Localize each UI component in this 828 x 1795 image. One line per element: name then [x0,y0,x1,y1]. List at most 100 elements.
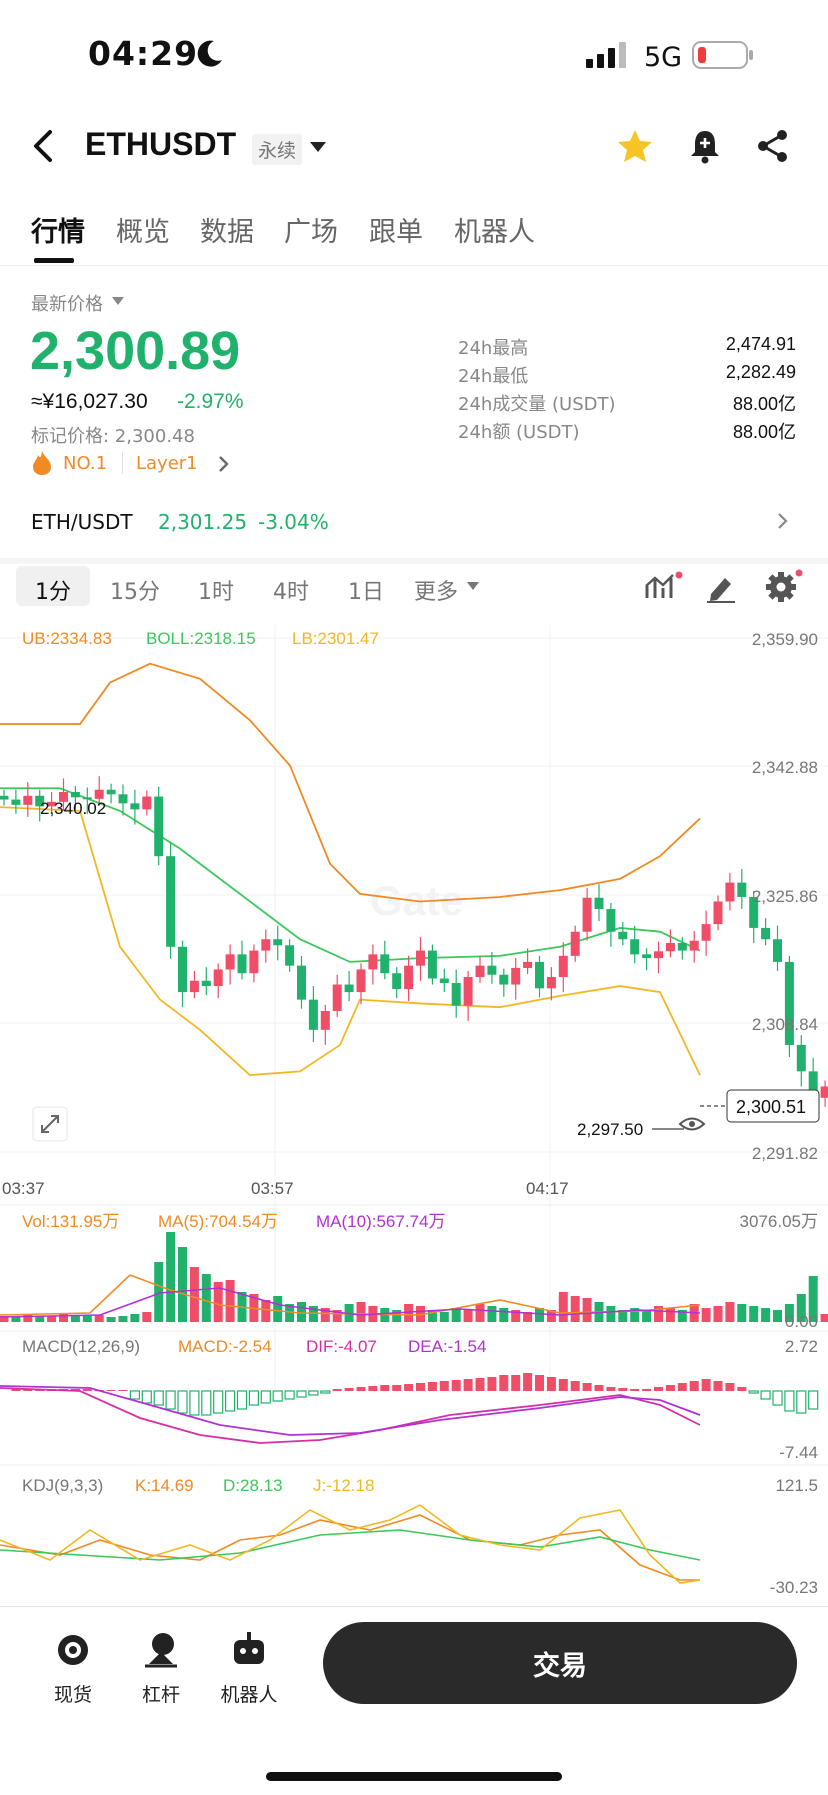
candle-body [237,954,247,974]
tab-copy-trading[interactable]: 跟单 [369,217,423,248]
trade-button[interactable]: 交易 [323,1622,797,1704]
candle-body [618,931,628,940]
volume-bar [332,1310,342,1322]
kdj-k-line [0,1514,700,1581]
macd-histogram [11,1373,819,1416]
volume-bar [82,1316,92,1322]
back-icon[interactable] [30,128,56,164]
timeframe-1d[interactable]: 1日 [348,580,384,605]
tab-data[interactable]: 数据 [200,217,254,248]
volume-bar [820,1314,828,1322]
last-price-label[interactable]: 最新价格 [31,294,103,315]
macd-bar [427,1382,437,1391]
timeframe-15m[interactable]: 15分 [110,580,160,605]
candle-body [201,980,211,987]
volume-bar [725,1302,735,1322]
tab-square[interactable]: 广场 [284,217,338,248]
candle-body [642,954,652,959]
macd-bar [499,1375,509,1391]
timeframe-4h[interactable]: 4时 [273,580,309,605]
volume-bar [392,1310,402,1322]
tab-overview[interactable]: 概览 [116,217,170,248]
macd-bar [511,1375,521,1391]
candle-body [749,896,759,928]
macd-bar [475,1378,485,1391]
candle-body [796,1044,806,1072]
macd-bar [165,1390,176,1410]
volume-bar [427,1310,437,1322]
volume-bar [487,1306,497,1322]
volume-bar [47,1316,57,1322]
chevron-right-icon[interactable] [218,455,230,473]
more-dropdown-icon[interactable] [467,582,479,591]
volume-bar [154,1262,164,1322]
macd-axis-bottom: -7.44 [779,1443,818,1462]
tab-market[interactable]: 行情 [31,217,85,248]
macd-dea-label: DEA:-1.54 [408,1337,486,1356]
candle-body [178,946,187,993]
bottom-nav-spot[interactable]: 现货 [28,1630,118,1707]
candle-body [392,973,402,990]
timeframe-1m[interactable]: 1分 [35,580,71,605]
symbol-title[interactable]: ETHUSDT [85,126,237,162]
macd-bar [368,1386,378,1391]
macd-bar [177,1390,188,1414]
candle-body [82,797,92,800]
eye-icon[interactable] [678,1117,706,1131]
macd-bar [118,1390,128,1391]
share-icon[interactable] [756,128,790,164]
candle-body [118,794,128,804]
kdj-params-label: KDJ(9,3,3) [22,1476,103,1495]
change-percent: -2.97% [177,390,244,413]
candle-body [320,1010,330,1030]
volume-bar [261,1300,271,1322]
macd-bar [260,1390,271,1404]
candle-body [213,969,223,987]
macd-bar [523,1373,533,1391]
section-divider [0,558,828,564]
candle-body [297,965,306,1000]
draw-icon[interactable] [705,570,737,604]
bottom-nav-margin-label: 杠杆 [141,1684,180,1706]
timeframe-1h[interactable]: 1时 [198,580,234,605]
high-price-marker: 2,340.02 [40,799,106,818]
candle-body [225,954,235,970]
indicators-icon[interactable] [643,570,683,604]
candle-body [677,943,687,951]
spot-pair-row[interactable]: ETH/USDT 2,301.25 -3.04% [0,500,828,544]
symbol-dropdown-icon[interactable] [309,140,327,154]
candle-body [475,965,485,977]
margin-icon [145,1633,177,1668]
volume-bar [630,1308,640,1322]
volume-ma10-line [0,1287,701,1318]
candle-body [249,950,259,974]
volume-bar [558,1292,568,1322]
macd-bar [808,1390,819,1410]
expand-icon[interactable] [32,1106,68,1142]
price-alert-icon[interactable] [688,128,722,164]
boll-lower-line [0,806,701,1077]
contract-type-badge: 永续 [252,134,303,165]
timeframe-more[interactable]: 更多 [414,580,459,605]
volume-bar [0,1316,9,1322]
volume-bar [189,1267,199,1322]
macd-bar [618,1388,628,1391]
category-tag[interactable]: Layer1 [136,453,198,474]
settings-icon[interactable] [764,568,804,604]
bottom-nav-margin[interactable]: 杠杆 [116,1630,206,1707]
candle-body [558,955,568,977]
candle-body [523,961,533,968]
cny-price: ≈¥16,027.30 [31,390,148,413]
boll-lb-label: LB:2301.47 [292,629,379,648]
tab-bots[interactable]: 机器人 [454,217,535,248]
macd-bar [642,1389,652,1391]
star-icon[interactable] [616,128,654,164]
kline-chart[interactable]: Gate 2,340.02 2,297.50 2,300.51 UB:2334.… [0,625,828,1607]
macd-bar [332,1389,342,1391]
macd-bar [725,1383,735,1391]
bottom-nav-robot[interactable]: 机器人 [204,1630,294,1707]
candle-body [606,909,616,932]
rank-badge[interactable]: NO.1 [63,453,108,474]
macd-bar [392,1385,402,1391]
last-price-dropdown-icon[interactable] [112,297,124,306]
